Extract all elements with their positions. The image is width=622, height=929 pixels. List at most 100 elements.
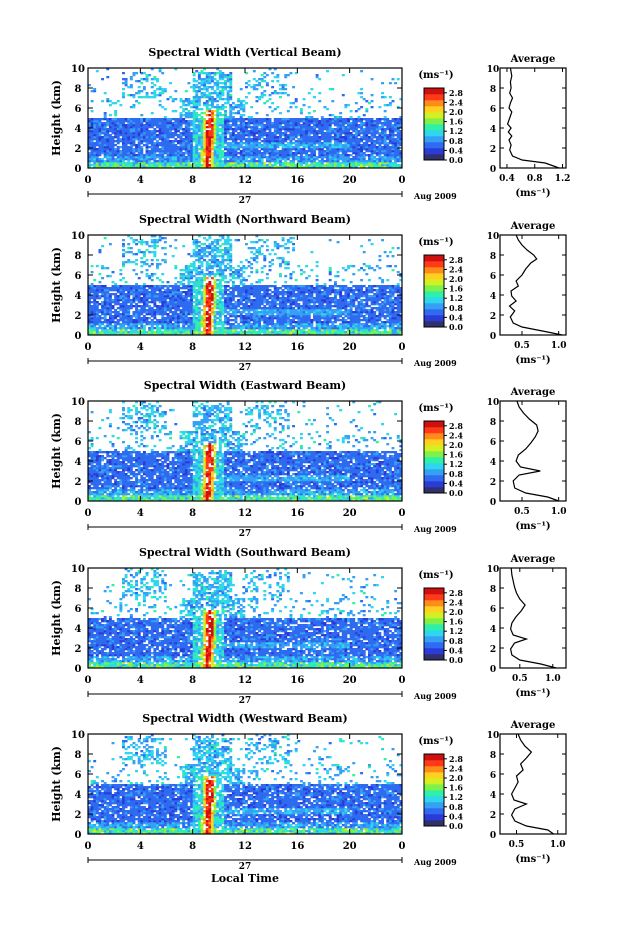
heatmap-cell [195,321,199,324]
heatmap-cell [190,100,193,103]
heatmap-cell [250,138,254,141]
heatmap-cell [391,156,395,159]
heatmap-cell [341,160,345,163]
heatmap-cell [265,114,269,117]
heatmap-cell [142,134,146,137]
heatmap-cell [210,307,214,310]
heatmap-cell [302,144,306,147]
heatmap-cell [182,323,186,326]
heatmap-cell [292,134,296,137]
heatmap-cell [352,319,356,322]
heatmap-cell [279,92,282,95]
heatmap-cell [234,148,238,151]
heatmap-cell [367,144,371,147]
heatmap-cell [391,331,395,334]
heatmap-cell [360,309,364,312]
heatmap-cell [302,158,306,161]
heatmap-cell [271,150,275,153]
heatmap-cell [375,146,379,149]
heatmap-cell [307,112,311,115]
heatmap-cell [203,309,207,312]
heatmap-cell [229,76,233,79]
heatmap-cell [122,126,125,129]
heatmap-cell [90,146,94,149]
heatmap-cell [176,152,180,155]
heatmap-cell [224,307,227,310]
heatmap-cell [313,130,316,133]
heatmap-cell [197,88,201,91]
heatmap-cell [307,309,311,312]
heatmap-cell [271,321,275,324]
heatmap-cell [158,148,162,151]
heatmap-cell [205,120,209,123]
heatmap-cell [315,158,319,161]
heatmap-cell [174,130,178,133]
heatmap-cell [388,331,392,334]
heatmap-cell [114,158,118,161]
heatmap-cell [260,96,264,99]
heatmap-cell [260,317,264,320]
heatmap-cell [106,333,110,336]
heatmap-cell [216,331,220,334]
heatmap-cell [224,140,227,143]
heatmap-cell [307,317,311,320]
heatmap-cell [252,120,256,123]
heatmap-cell [292,154,296,157]
heatmap-cell [326,311,330,314]
heatmap-cell [137,136,141,139]
heatmap-cell [289,162,293,165]
heatmap-cell [216,124,220,127]
heatmap-cell [263,307,267,310]
heatmap-cell [226,128,230,131]
heatmap-cell [331,138,335,141]
heatmap-cell [116,152,120,155]
heatmap-cell [341,122,345,125]
heatmap-cell [213,136,217,139]
heatmap-cell [378,118,382,121]
heatmap-cell [192,134,196,137]
heatmap-cell [148,313,152,316]
heatmap-cell [297,124,301,127]
heatmap-cell [313,136,316,139]
heatmap-cell [140,313,144,316]
heatmap-cell [386,146,390,149]
heatmap-cell [153,331,157,334]
heatmap-cell [203,317,207,320]
heatmap-cell [242,142,246,145]
heatmap-cell [292,158,296,161]
heatmap-cell [339,118,343,121]
heatmap-cell [260,327,264,330]
heatmap-cell [98,162,102,165]
heatmap-cell [263,128,267,131]
heatmap-cell [263,152,267,155]
heatmap-cell [148,156,152,159]
heatmap-cell [108,136,112,139]
heatmap-cell [169,156,173,159]
heatmap-cell [90,311,94,314]
heatmap-cell [197,152,201,155]
heatmap-cell [124,156,128,159]
heatmap-cell [158,152,162,155]
heatmap-cell [276,76,280,79]
heatmap-cell [200,325,204,328]
heatmap-cell [341,140,345,143]
heatmap-cell [388,160,392,163]
heatmap-cell [378,144,382,147]
heatmap-cell [273,329,277,332]
heatmap-cell [362,122,366,125]
heatmap-cell [305,315,309,318]
heatmap-cell [90,156,94,159]
heatmap-cell [166,305,170,308]
heatmap-cell [221,327,225,330]
heatmap-cell [161,313,165,316]
heatmap-cell [333,136,337,139]
heatmap-cell [326,150,330,153]
heatmap-cell [339,154,343,157]
heatmap-cell [166,144,170,147]
heatmap-cell [352,142,356,145]
heatmap-cell [352,144,356,147]
heatmap-cell [341,319,345,322]
heatmap-cell [375,142,379,145]
heatmap-cell [255,307,259,310]
heatmap-cell [176,160,180,163]
